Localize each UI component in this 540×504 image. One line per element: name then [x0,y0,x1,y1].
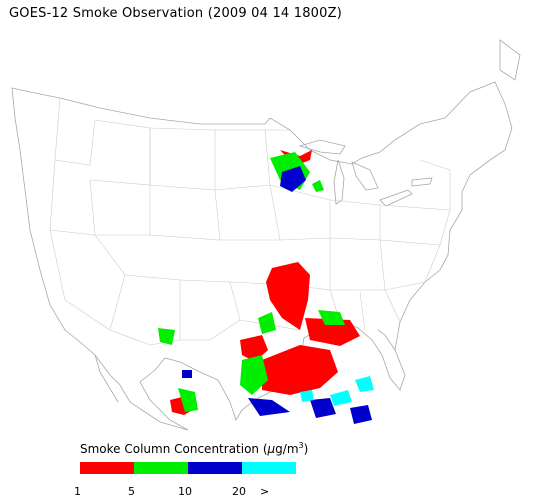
legend-swatch-1-5 [80,462,134,474]
us-outline [11,81,513,431]
state-boundaries [49,97,451,346]
legend-swatch-10-20 [188,462,242,474]
florida-keys [377,329,396,351]
legend-tick-1: 1 [74,485,81,498]
legend-tick-5: 5 [128,485,135,498]
newfoundland [499,39,521,81]
lake-erie [379,189,413,207]
baja-outline [94,354,119,403]
legend-tick-20: 20 [232,485,246,498]
lake-ontario [411,177,433,187]
basemap-outline [11,39,521,431]
lake-huron [351,161,379,191]
smoke-cyan [300,376,374,406]
smoke-blue [182,166,372,424]
legend-tick-over: > [260,485,270,498]
lake-michigan [333,159,345,205]
legend-color-bar [80,462,296,474]
lake-superior [298,139,346,155]
legend-swatch-20-plus [242,462,296,474]
legend-title: Smoke Column Concentration (μg/m3) [80,441,309,456]
legend-tick-10: 10 [178,485,192,498]
map-title: GOES-12 Smoke Observation (2009 04 14 18… [9,6,342,21]
legend-swatch-5-10 [134,462,188,474]
